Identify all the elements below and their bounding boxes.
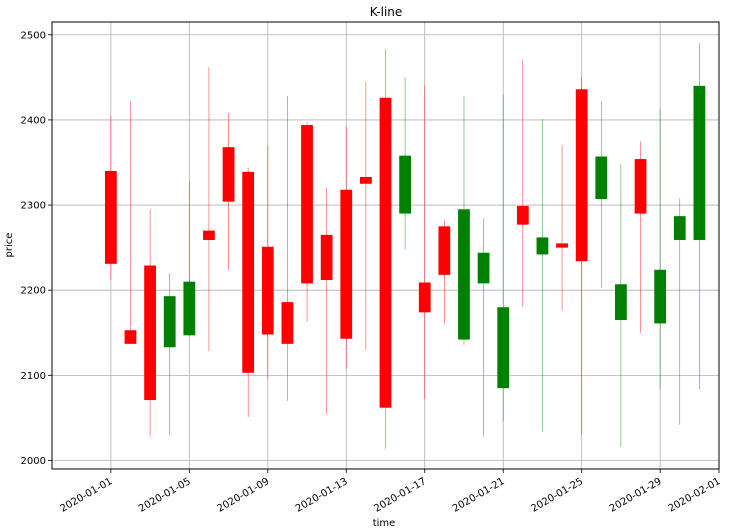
candle-body	[320, 234, 333, 280]
y-axis-ticks: 2000 2100 2200 2300 2400 2500	[21, 30, 52, 467]
y-tick-label: 2100	[21, 371, 46, 382]
candle-body	[477, 252, 490, 284]
candle-body	[163, 296, 176, 348]
candle-body	[595, 156, 608, 200]
candle-body	[261, 246, 274, 335]
y-tick-label: 2300	[21, 201, 46, 212]
candle-body	[418, 282, 431, 313]
x-tick-label: 2020-02-01	[667, 476, 723, 515]
y-tick-label: 2200	[21, 286, 46, 297]
x-tick-label: 2020-01-13	[294, 476, 350, 515]
x-tick-label: 2020-01-21	[451, 476, 507, 515]
x-axis-ticks: 2020-01-01 2020-01-05 2020-01-09 2020-01-13…	[59, 469, 723, 515]
candle-body	[203, 230, 215, 240]
candle-body	[399, 155, 412, 214]
plot-border	[51, 21, 720, 470]
candle-bodies	[104, 85, 706, 408]
candle-body	[340, 189, 353, 339]
candle-body	[379, 97, 392, 408]
candle-body	[242, 171, 255, 373]
candle-body	[575, 89, 588, 262]
candle-body	[654, 269, 667, 324]
candle-body	[516, 205, 529, 225]
candle-body	[438, 226, 451, 275]
x-tick-label: 2020-01-29	[608, 476, 664, 515]
y-tick-label: 2000	[21, 456, 46, 467]
candle-body	[556, 243, 568, 248]
y-tick-label: 2500	[21, 30, 46, 41]
candle-body	[458, 209, 470, 340]
y-tick-label: 2400	[21, 115, 46, 126]
y-axis-label: price	[4, 233, 15, 258]
candle-body	[104, 171, 117, 264]
candle-body	[222, 147, 235, 202]
candle-body	[124, 330, 137, 344]
x-tick-label: 2020-01-17	[372, 476, 428, 515]
x-axis-label: time	[373, 518, 396, 529]
x-tick-label: 2020-01-01	[59, 476, 115, 515]
candle-body	[281, 302, 294, 344]
candle-body	[693, 85, 706, 240]
candle-body	[536, 237, 549, 255]
candle-body	[359, 176, 372, 184]
candle-body	[301, 125, 313, 284]
candle-body	[183, 281, 196, 336]
chart-title: K-line	[370, 5, 403, 19]
x-tick-label: 2020-01-05	[137, 476, 193, 515]
candle-body	[144, 265, 156, 401]
candle-body	[497, 307, 510, 389]
x-tick-label: 2020-01-09	[215, 476, 271, 515]
x-tick-label: 2020-01-25	[529, 476, 585, 515]
candle-body	[615, 284, 627, 320]
candle-body	[673, 216, 686, 240]
candle-body	[634, 159, 647, 214]
